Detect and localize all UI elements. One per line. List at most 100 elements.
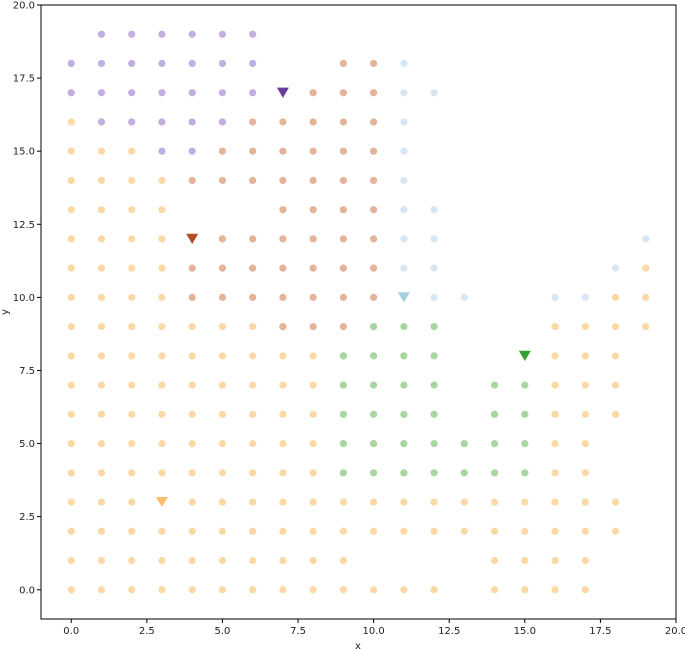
data-point <box>339 381 347 389</box>
data-point <box>490 527 499 535</box>
data-point <box>400 147 408 155</box>
data-point <box>188 352 196 360</box>
data-point <box>430 323 438 331</box>
data-point <box>97 293 106 301</box>
data-point <box>249 556 257 565</box>
data-point <box>97 147 106 155</box>
data-point <box>218 118 227 126</box>
data-point <box>249 469 257 477</box>
data-point <box>400 176 408 185</box>
data-point <box>279 556 287 565</box>
data-point <box>158 586 166 594</box>
y-tick-label: 7.5 <box>19 366 35 377</box>
data-point <box>611 381 620 389</box>
data-point <box>128 352 136 360</box>
data-point <box>339 556 347 565</box>
data-point <box>158 410 166 418</box>
data-point <box>309 381 317 389</box>
data-point <box>188 293 196 301</box>
data-point <box>370 352 378 360</box>
data-point <box>370 176 378 185</box>
data-point <box>218 323 227 331</box>
data-point <box>339 439 347 448</box>
data-point <box>370 498 378 506</box>
data-point <box>490 586 499 594</box>
data-point <box>249 498 257 506</box>
data-point <box>128 89 136 97</box>
data-point <box>400 586 408 594</box>
data-point <box>218 293 227 301</box>
data-point <box>128 293 136 301</box>
data-point <box>370 118 378 126</box>
center-marker <box>276 87 289 98</box>
data-point <box>67 586 75 594</box>
data-point <box>97 586 106 594</box>
data-point <box>521 469 529 477</box>
data-point <box>400 352 408 360</box>
data-point <box>97 30 106 38</box>
data-point <box>279 381 287 389</box>
data-point <box>430 293 438 301</box>
data-point <box>430 235 438 243</box>
x-tick-label: 5.0 <box>214 626 230 637</box>
data-point <box>309 235 317 243</box>
data-point <box>158 556 166 565</box>
data-point <box>249 235 257 243</box>
data-point <box>188 381 196 389</box>
data-point <box>158 147 166 155</box>
data-point <box>188 586 196 594</box>
data-point <box>218 89 227 97</box>
data-point <box>400 498 408 506</box>
data-points <box>67 30 650 594</box>
data-point <box>67 118 75 126</box>
data-point <box>249 147 257 155</box>
data-point <box>400 469 408 477</box>
data-point <box>581 381 589 389</box>
data-point <box>521 410 529 418</box>
data-point <box>370 381 378 389</box>
data-point <box>400 527 408 535</box>
data-point <box>218 264 227 272</box>
data-point <box>611 293 620 301</box>
y-tick-label: 15.0 <box>13 147 35 158</box>
data-point <box>188 118 196 126</box>
data-point <box>430 381 438 389</box>
data-point <box>279 410 287 418</box>
data-point <box>188 323 196 331</box>
data-point <box>279 323 287 331</box>
data-point <box>218 30 227 38</box>
data-point <box>249 89 257 97</box>
data-point <box>339 410 347 418</box>
data-point <box>279 118 287 126</box>
data-point <box>158 381 166 389</box>
data-point <box>400 118 408 126</box>
data-point <box>309 410 317 418</box>
data-point <box>611 352 620 360</box>
data-point <box>188 527 196 535</box>
data-point <box>490 439 499 448</box>
data-point <box>67 147 75 155</box>
data-point <box>400 89 408 97</box>
data-point <box>249 586 257 594</box>
data-point <box>97 235 106 243</box>
data-point <box>642 323 650 331</box>
data-point <box>128 30 136 38</box>
data-point <box>490 469 499 477</box>
data-point <box>67 323 75 331</box>
data-point <box>581 498 589 506</box>
data-point <box>279 586 287 594</box>
data-point <box>370 410 378 418</box>
data-point <box>249 176 257 185</box>
data-point <box>370 527 378 535</box>
data-point <box>581 527 589 535</box>
data-point <box>370 235 378 243</box>
data-point <box>370 206 378 214</box>
data-point <box>400 206 408 214</box>
data-point <box>188 59 196 68</box>
data-point <box>581 439 589 448</box>
data-point <box>188 469 196 477</box>
center-marker <box>397 292 410 303</box>
x-tick-label: 15.0 <box>514 626 536 637</box>
data-point <box>249 323 257 331</box>
data-point <box>581 469 589 477</box>
